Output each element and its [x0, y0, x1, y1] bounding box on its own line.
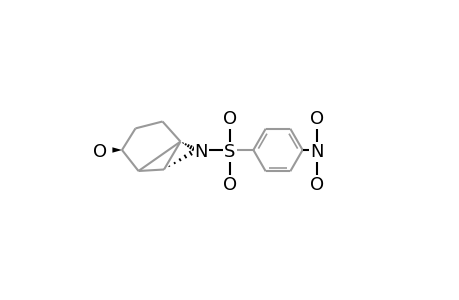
Text: O: O — [223, 176, 236, 194]
Text: S: S — [224, 143, 235, 161]
Polygon shape — [112, 147, 122, 153]
Text: O: O — [93, 143, 107, 161]
Text: O: O — [309, 110, 323, 128]
Text: O: O — [223, 110, 236, 128]
Text: N: N — [309, 143, 323, 161]
Text: O: O — [309, 176, 323, 194]
Text: N: N — [194, 143, 208, 161]
